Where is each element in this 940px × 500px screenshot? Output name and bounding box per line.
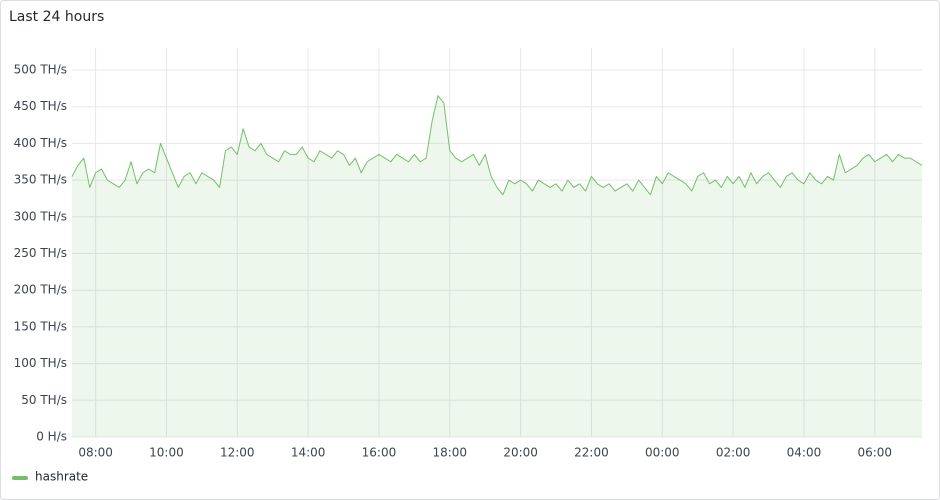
x-tick-label: 12:00 <box>220 446 255 460</box>
x-tick-label: 10:00 <box>149 446 184 460</box>
y-tick-label: 250 TH/s <box>14 246 67 260</box>
y-tick-label: 50 TH/s <box>21 393 67 407</box>
y-tick-label: 150 TH/s <box>14 319 67 333</box>
x-tick-label: 18:00 <box>432 446 467 460</box>
legend-label: hashrate <box>35 470 88 484</box>
y-tick-label: 100 TH/s <box>14 356 67 370</box>
x-tick-label: 02:00 <box>716 446 751 460</box>
y-tick-label: 500 TH/s <box>14 63 67 77</box>
x-tick-label: 00:00 <box>645 446 680 460</box>
y-tick-label: 400 TH/s <box>14 136 67 150</box>
x-tick-label: 04:00 <box>787 446 822 460</box>
x-tick-label: 14:00 <box>291 446 326 460</box>
x-tick-label: 22:00 <box>574 446 609 460</box>
panel-title: Last 24 hours <box>9 9 104 25</box>
y-tick-label: 350 TH/s <box>14 173 67 187</box>
series-area <box>72 95 922 437</box>
series-line <box>71 95 923 196</box>
y-tick-label: 0 H/s <box>36 430 67 444</box>
x-tick-label: 20:00 <box>503 446 538 460</box>
x-tick-label: 08:00 <box>78 446 113 460</box>
y-tick-label: 300 TH/s <box>14 209 67 223</box>
x-tick-label: 16:00 <box>362 446 397 460</box>
y-tick-label: 450 TH/s <box>14 99 67 113</box>
x-tick-label: 06:00 <box>857 446 892 460</box>
y-tick-label: 200 TH/s <box>14 283 67 297</box>
